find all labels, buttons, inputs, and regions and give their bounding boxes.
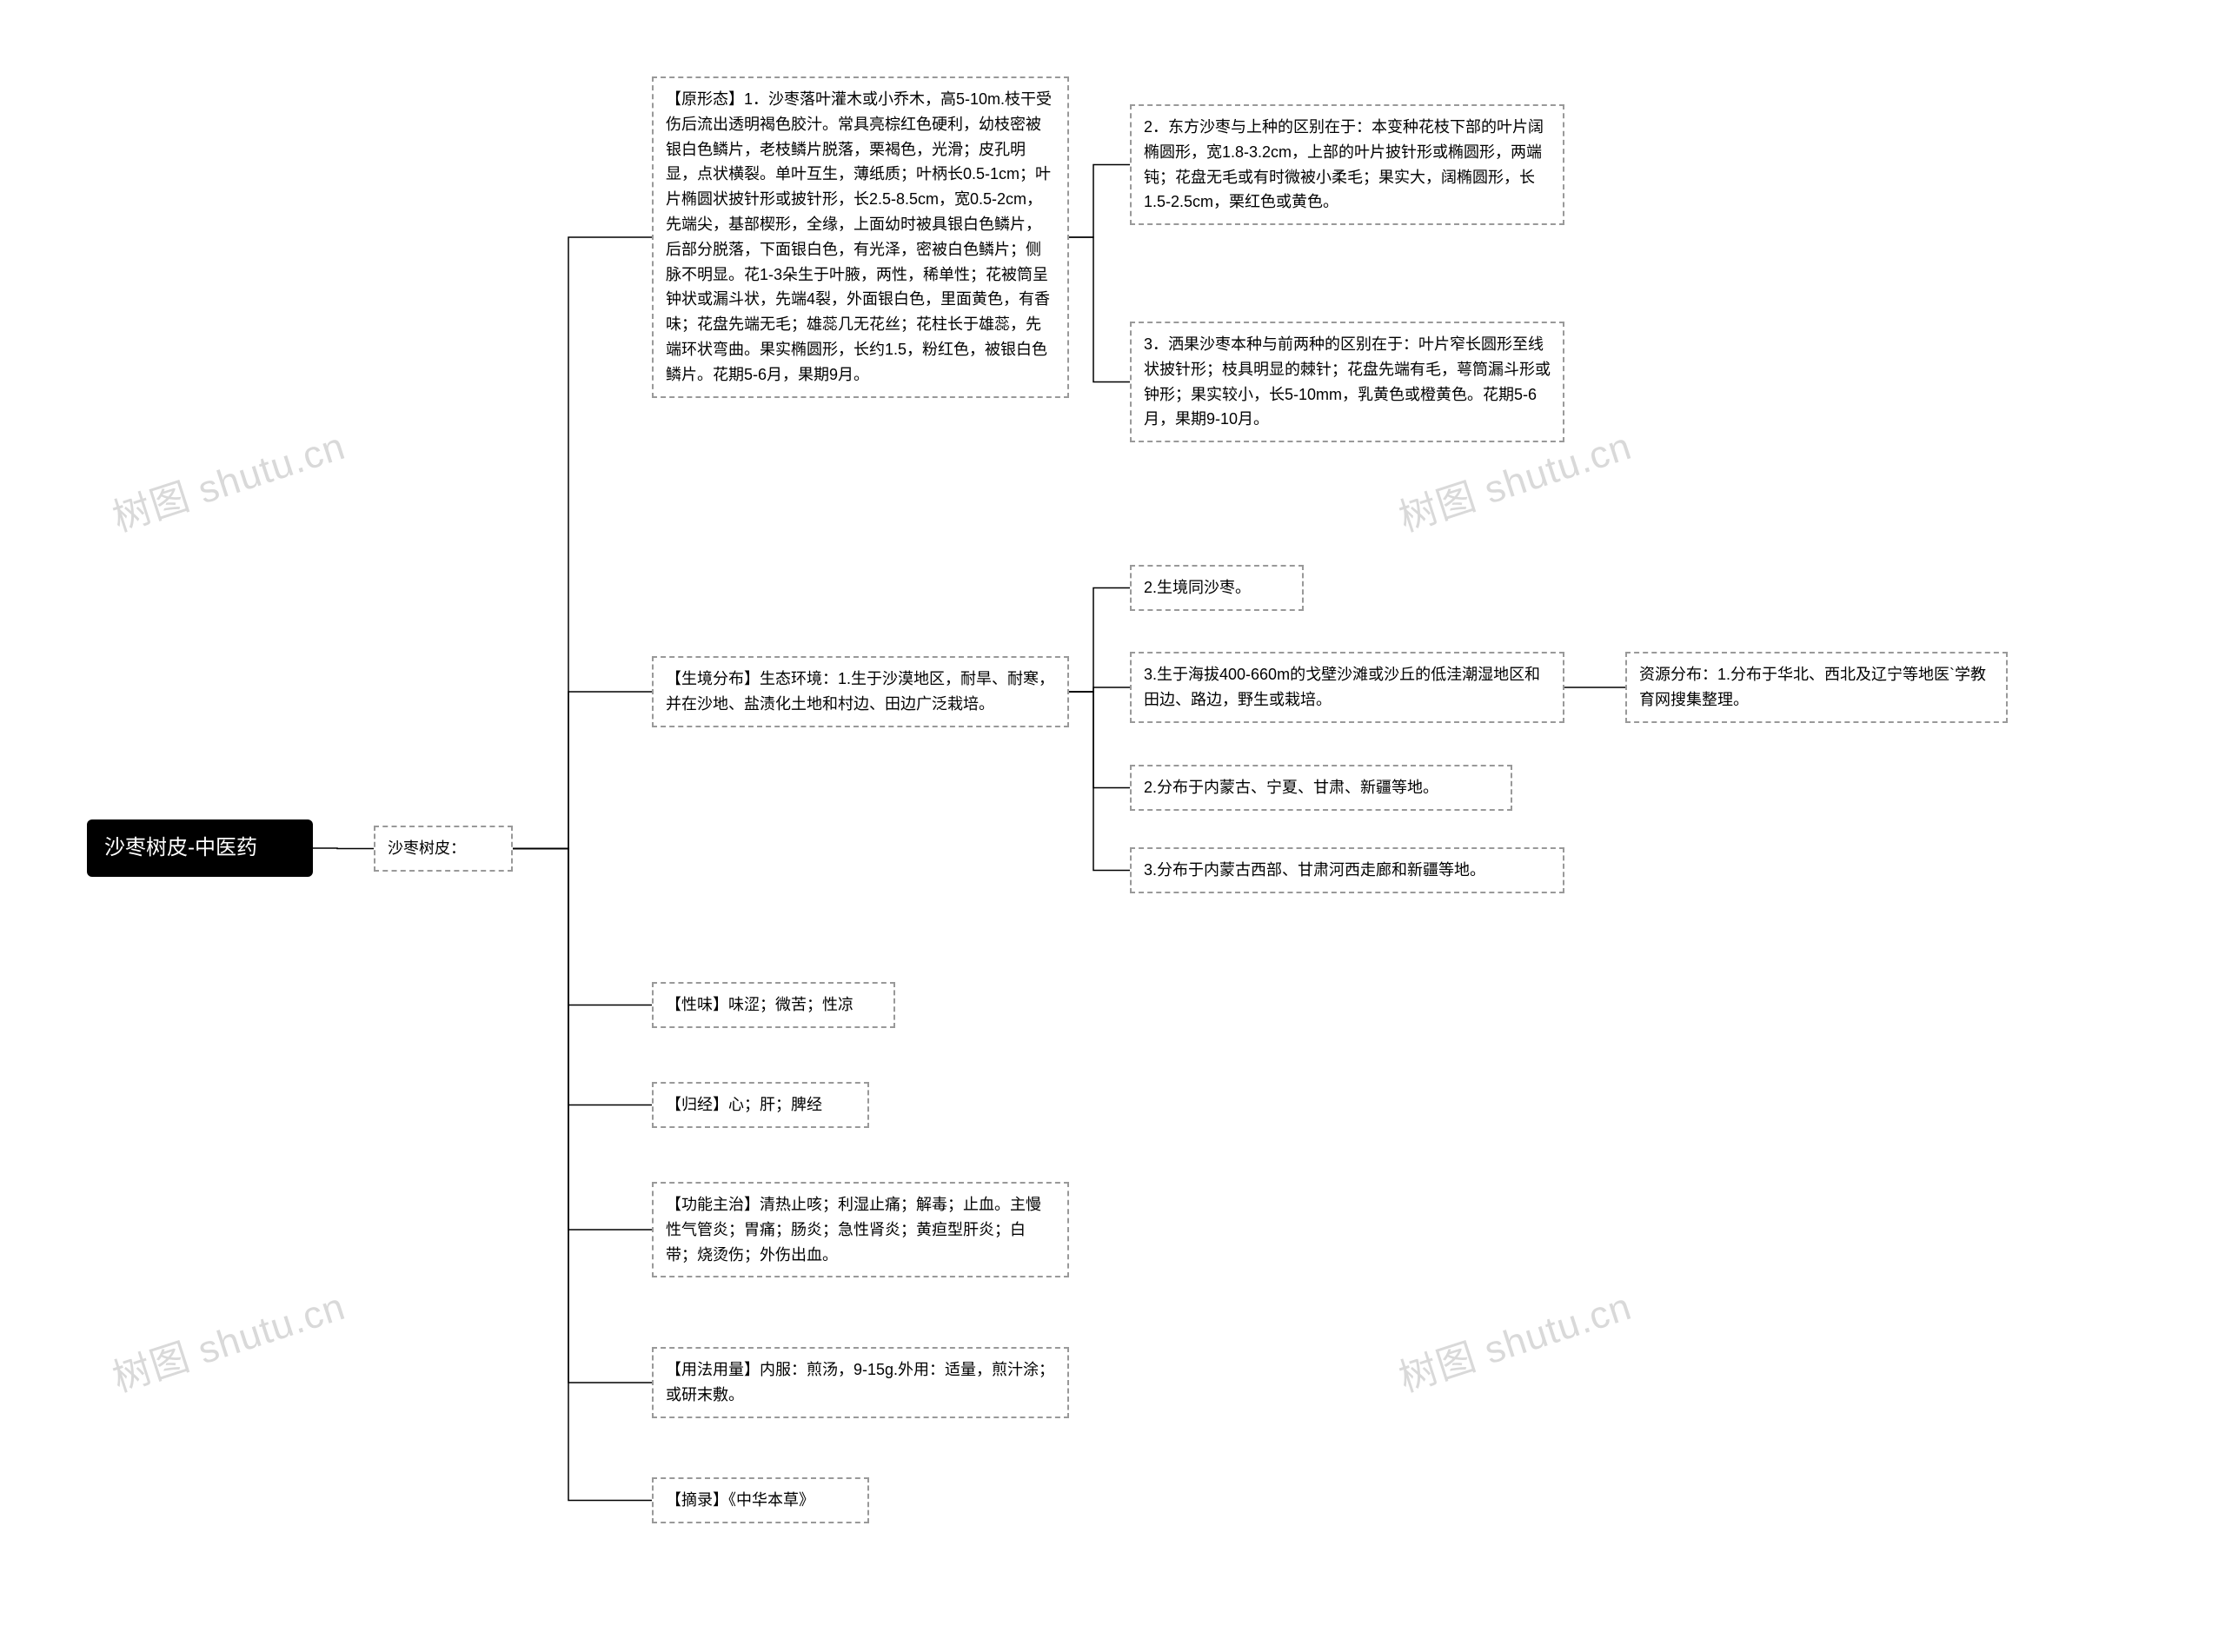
mindmap-node: 【归经】心；肝；脾经 [652, 1082, 869, 1128]
watermark: 树图 shutu.cn [104, 1275, 351, 1403]
watermark: 树图 shutu.cn [1391, 1275, 1637, 1403]
mindmap-node: 【原形态】1．沙枣落叶灌木或小乔木，高5-10m.枝干受伤后流出透明褐色胶汁。常… [652, 76, 1069, 398]
connector [1069, 165, 1130, 238]
connector [1069, 588, 1130, 693]
mindmap-node: 【功能主治】清热止咳；利湿止痛；解毒；止血。主慢性气管炎；胃痛；肠炎；急性肾炎；… [652, 1182, 1069, 1277]
connector [513, 849, 652, 1383]
mindmap-node: 【用法用量】内服：煎汤，9-15g.外用：适量，煎汁涂；或研末敷。 [652, 1347, 1069, 1418]
mindmap-node: 【摘录】《中华本草》 [652, 1477, 869, 1523]
mindmap-node: 3.生于海拔400-660m的戈壁沙滩或沙丘的低洼潮湿地区和田边、路边，野生或栽… [1130, 652, 1564, 723]
connector [513, 849, 652, 1005]
connector [313, 848, 374, 849]
watermark: 树图 shutu.cn [104, 415, 351, 542]
mindmap-node: 资源分布：1.分布于华北、西北及辽宁等地医`学教育网搜集整理。 [1625, 652, 2008, 723]
mindmap-node: 【性味】味涩；微苦；性凉 [652, 982, 895, 1028]
mindmap-node: 2．东方沙枣与上种的区别在于：本变种花枝下部的叶片阔椭圆形，宽1.8-3.2cm… [1130, 104, 1564, 225]
connector [1069, 692, 1130, 788]
mindmap-node: 【生境分布】生态环境：1.生于沙漠地区，耐旱、耐寒，并在沙地、盐渍化土地和村边、… [652, 656, 1069, 727]
connector [1069, 692, 1130, 871]
connector [513, 849, 652, 1231]
mindmap-node: 沙枣树皮： [374, 826, 513, 872]
mindmap-node: 3.分布于内蒙古西部、甘肃河西走廊和新疆等地。 [1130, 847, 1564, 893]
connector [513, 849, 652, 1105]
connector-layer [0, 0, 2225, 1652]
mindmap-node: 3．洒果沙枣本种与前两种的区别在于：叶片窄长圆形至线状披针形；枝具明显的棘针；花… [1130, 322, 1564, 442]
connector [513, 237, 652, 849]
connector [1069, 687, 1130, 692]
mindmap-node: 2.生境同沙枣。 [1130, 565, 1304, 611]
connector [513, 849, 652, 1501]
connector [513, 692, 652, 849]
root-node: 沙枣树皮-中医药 [87, 819, 313, 877]
connector [1069, 237, 1130, 382]
mindmap-node: 2.分布于内蒙古、宁夏、甘肃、新疆等地。 [1130, 765, 1512, 811]
